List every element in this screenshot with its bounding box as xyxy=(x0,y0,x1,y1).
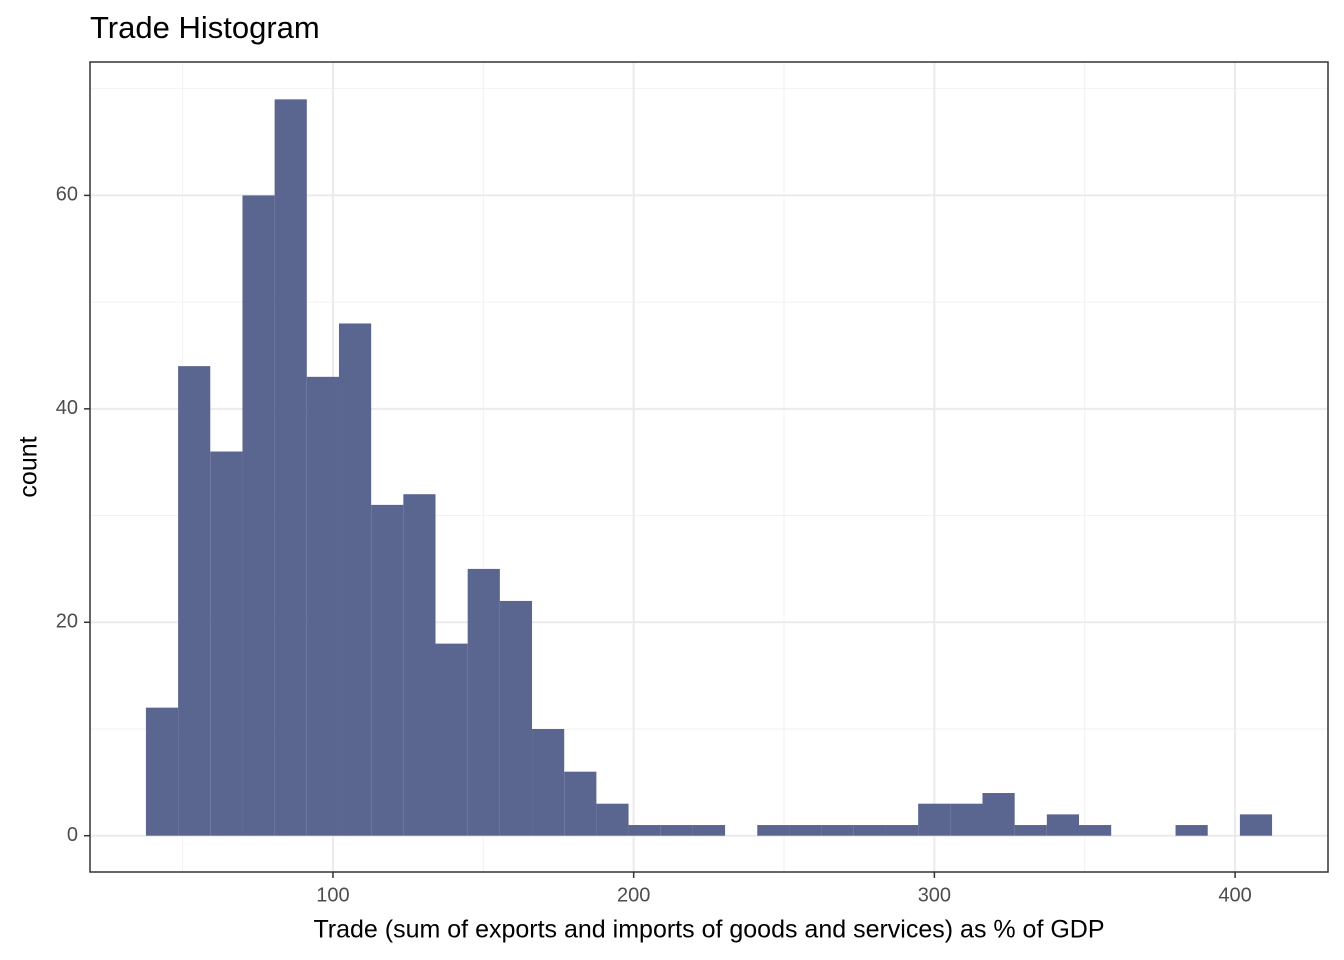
x-tick-label: 400 xyxy=(1218,884,1251,906)
bar xyxy=(532,728,565,836)
y-tick-label: 20 xyxy=(56,611,78,633)
bar xyxy=(1175,825,1208,836)
bar xyxy=(628,825,661,836)
bar xyxy=(564,771,597,836)
bar xyxy=(821,825,854,836)
bar xyxy=(982,793,1015,836)
bar xyxy=(596,803,629,836)
bar xyxy=(918,803,951,836)
bar xyxy=(789,825,822,836)
bar xyxy=(178,366,211,836)
x-tick-label: 100 xyxy=(316,884,349,906)
bar xyxy=(692,825,726,836)
chart-title: Trade Histogram xyxy=(90,10,320,45)
bar xyxy=(338,323,372,836)
bar xyxy=(306,376,339,836)
bar xyxy=(1014,825,1047,836)
bar xyxy=(660,825,693,836)
bar xyxy=(885,825,919,836)
bar xyxy=(1079,825,1112,836)
bar xyxy=(950,803,983,836)
x-axis-title: Trade (sum of exports and imports of goo… xyxy=(313,916,1104,944)
bar xyxy=(210,451,243,836)
y-axis-title: count xyxy=(15,436,43,497)
bar xyxy=(1046,814,1080,836)
bar xyxy=(242,195,275,836)
bar xyxy=(145,707,179,836)
bar xyxy=(403,494,436,836)
bar xyxy=(853,825,886,836)
y-tick-label: 60 xyxy=(56,184,78,206)
x-tick-label: 300 xyxy=(918,884,951,906)
bar xyxy=(757,825,790,836)
panel-border xyxy=(89,61,1329,873)
bar xyxy=(371,504,404,836)
x-tick-label: 200 xyxy=(617,884,650,906)
y-tick-label: 0 xyxy=(67,824,78,846)
bar xyxy=(435,643,468,836)
y-tick-label: 40 xyxy=(56,397,78,419)
bar xyxy=(467,568,500,836)
bar xyxy=(1239,814,1273,836)
bar xyxy=(499,600,533,836)
bar xyxy=(274,99,307,836)
